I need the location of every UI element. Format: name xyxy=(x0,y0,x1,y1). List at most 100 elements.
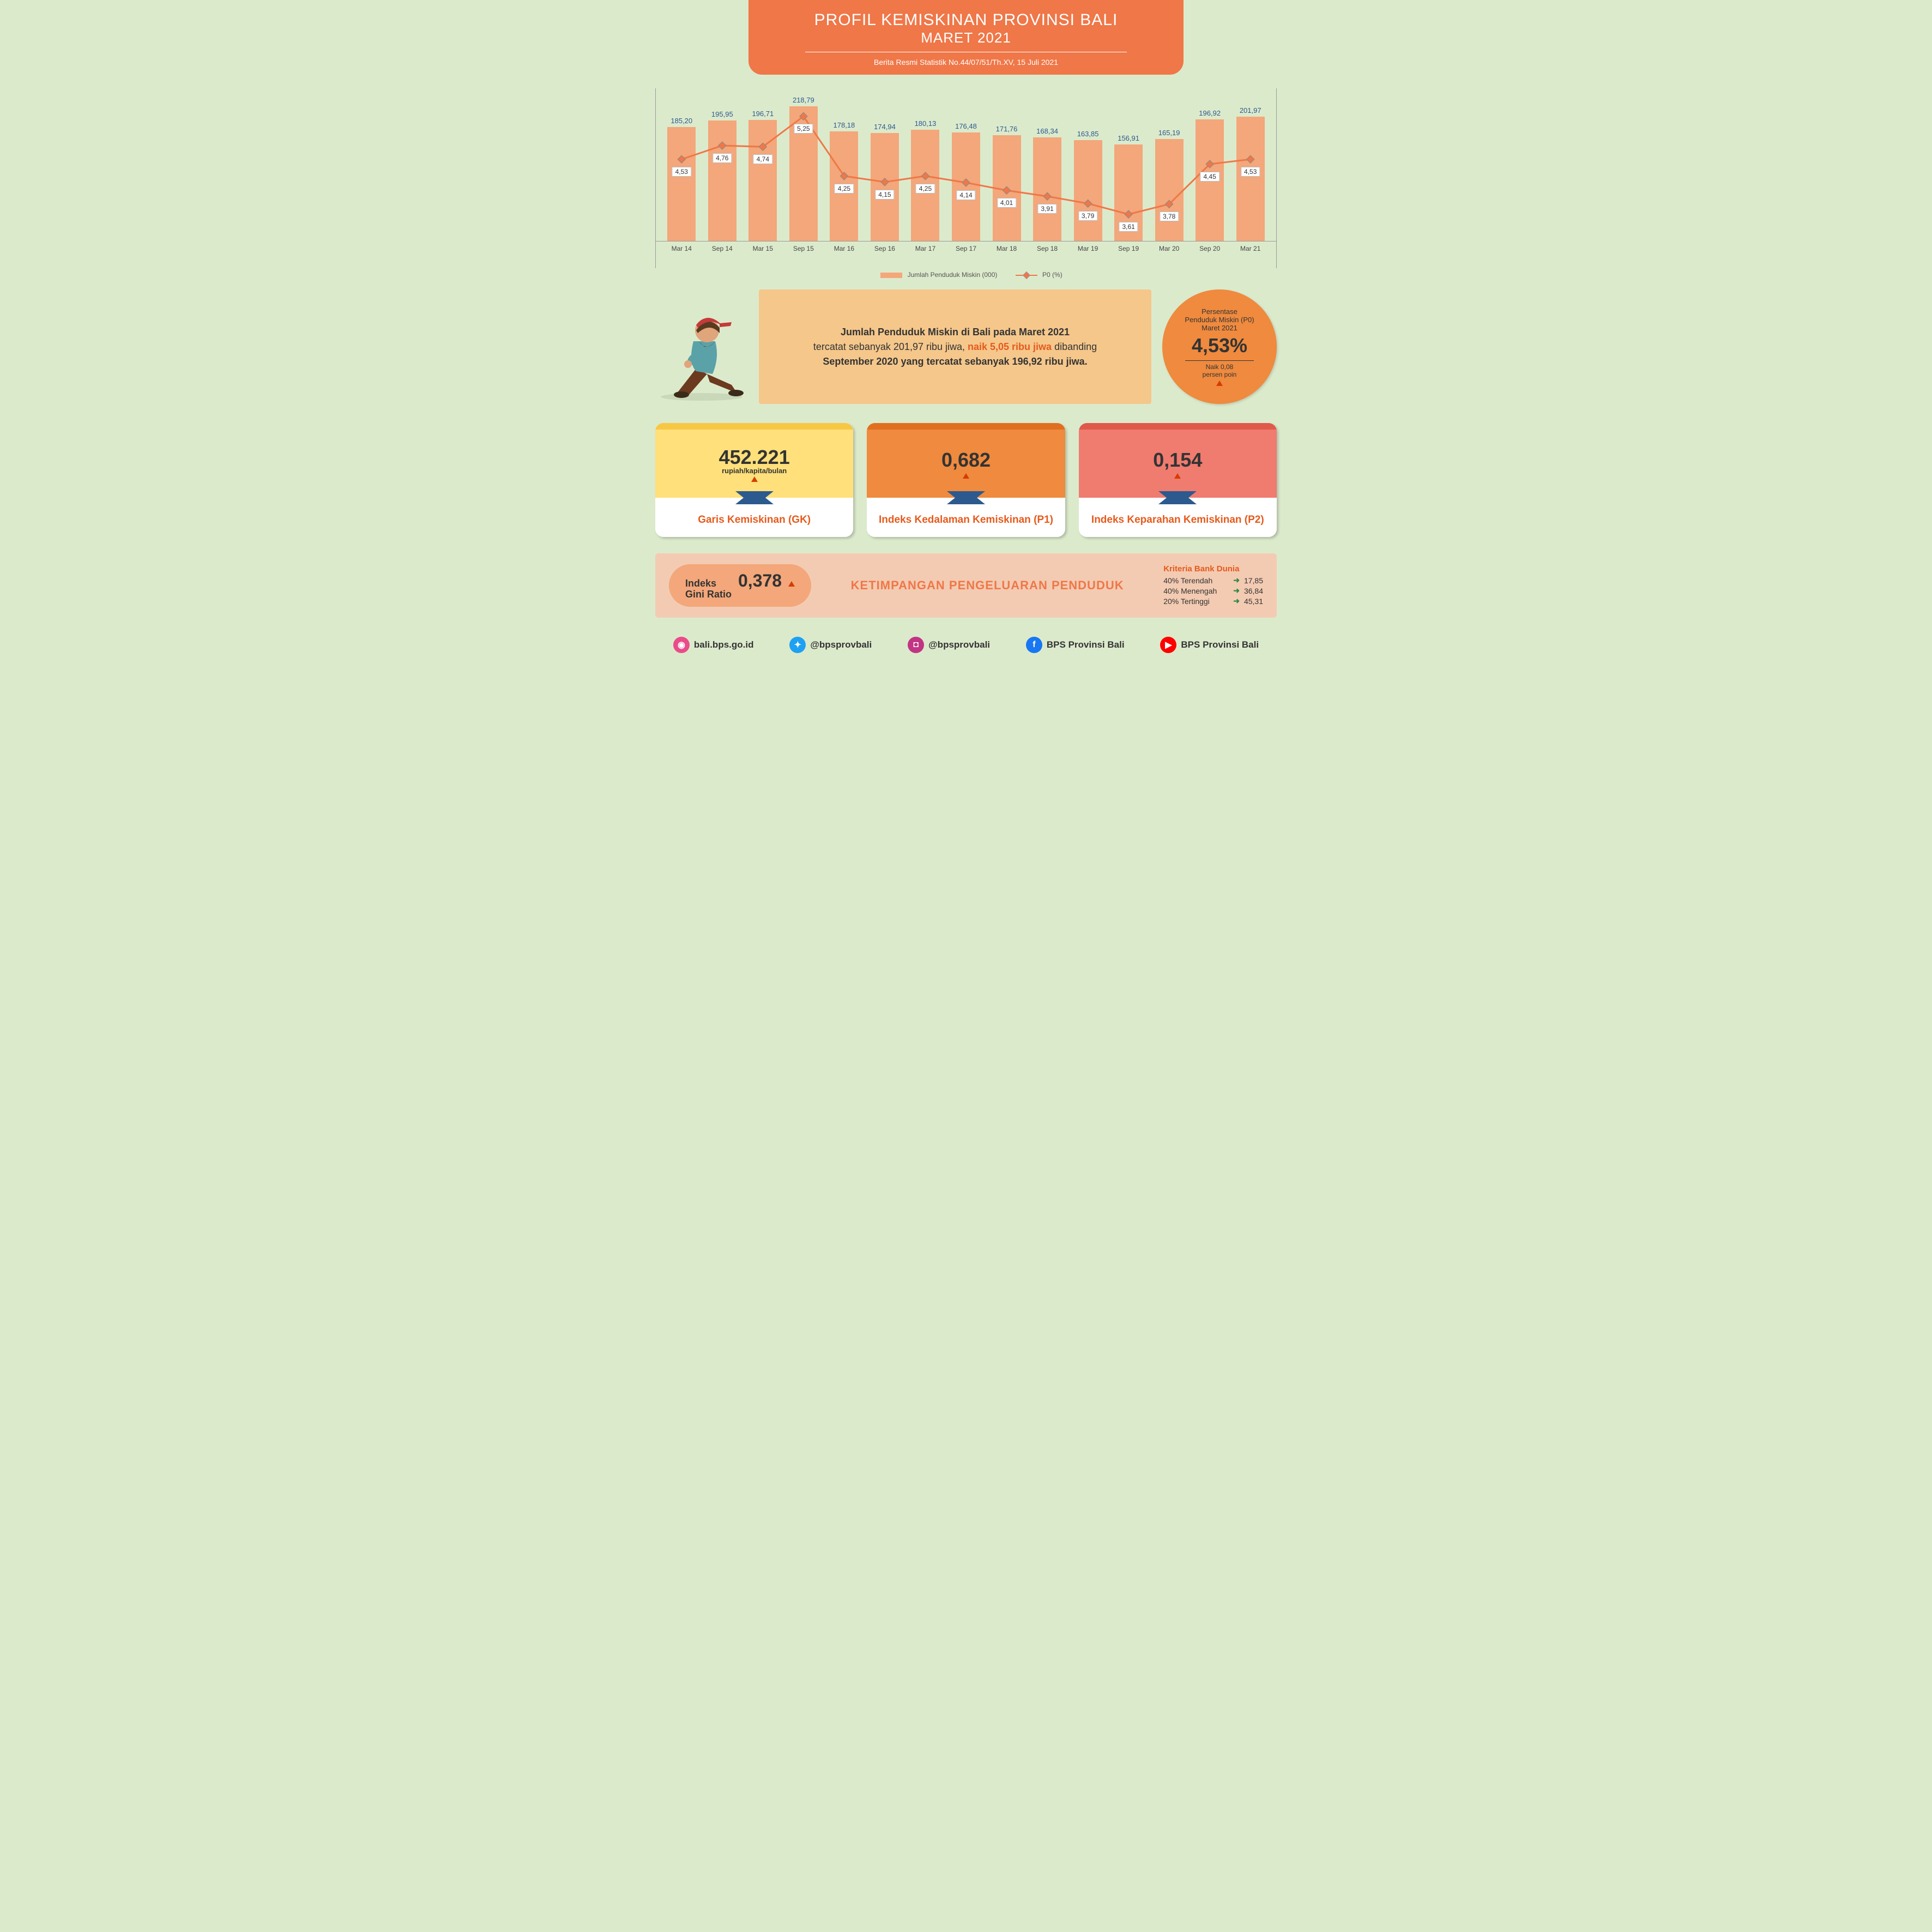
ribbon-icon xyxy=(947,491,985,504)
bar xyxy=(871,133,899,241)
bank-row: 20% Tertinggi ➜ 45,31 xyxy=(1163,596,1263,606)
social-label: BPS Provinsi Bali xyxy=(1181,639,1259,650)
x-tick-label: Mar 21 xyxy=(1230,245,1271,252)
twitter-icon: ✦ xyxy=(789,637,806,653)
p0-line1: Persentase xyxy=(1202,307,1237,316)
social-label: @bpsprovbali xyxy=(928,639,990,650)
summary-line2a: tercatat sebanyak 201,97 ribu jiwa, xyxy=(813,341,968,352)
bar xyxy=(1196,119,1224,241)
arrow-up-icon xyxy=(1216,381,1223,386)
legend-line-label: P0 (%) xyxy=(1042,271,1062,279)
bar-column: 196,71 xyxy=(742,110,783,241)
bar-value-label: 196,71 xyxy=(752,110,774,118)
bank-row-key: 40% Terendah xyxy=(1163,576,1229,585)
social-footer: ◉ bali.bps.go.id✦ @bpsprovbali◘ @bpsprov… xyxy=(655,631,1277,659)
bar-column: 174,94 xyxy=(865,123,905,241)
social-link[interactable]: f BPS Provinsi Bali xyxy=(1026,637,1125,653)
bar-column: 163,85 xyxy=(1067,130,1108,241)
bar xyxy=(830,131,858,241)
legend-swatch-line xyxy=(1016,275,1037,276)
bar-column: 201,97 xyxy=(1230,106,1271,241)
bar-value-label: 196,92 xyxy=(1199,109,1221,117)
x-tick-label: Mar 16 xyxy=(824,245,865,252)
arrow-up-icon xyxy=(963,473,969,479)
bar-column: 171,76 xyxy=(986,125,1027,241)
summary-text-box: Jumlah Penduduk Miskin di Bali pada Mare… xyxy=(759,289,1151,404)
bank-title: Kriteria Bank Dunia xyxy=(1163,564,1263,573)
infographic-page: PROFIL KEMISKINAN PROVINSI BALI MARET 20… xyxy=(644,0,1288,669)
bar-value-label: 171,76 xyxy=(996,125,1018,133)
bank-row-value: 45,31 xyxy=(1244,597,1263,606)
p0-value: 4,53% xyxy=(1192,334,1247,357)
bar xyxy=(1114,144,1143,241)
instagram-icon: ◘ xyxy=(908,637,924,653)
bar xyxy=(1074,140,1102,241)
indicator-card: 0,154 Indeks Keparahan Kemiskinan (P2) xyxy=(1079,423,1277,537)
social-link[interactable]: ▶ BPS Provinsi Bali xyxy=(1160,637,1259,653)
bar-value-label: 165,19 xyxy=(1158,129,1180,137)
bar xyxy=(1033,137,1061,241)
bar-value-label: 195,95 xyxy=(711,110,733,118)
legend-bar-label: Jumlah Penduduk Miskin (000) xyxy=(908,271,998,279)
bar-value-label: 156,91 xyxy=(1118,134,1139,142)
dribbble-icon: ◉ xyxy=(673,637,690,653)
summary-line2b: dibanding xyxy=(1054,341,1097,352)
header-banner: PROFIL KEMISKINAN PROVINSI BALI MARET 20… xyxy=(748,0,1184,75)
bar-column: 178,18 xyxy=(824,121,865,241)
x-tick-label: Mar 14 xyxy=(661,245,702,252)
p0-line3: Maret 2021 xyxy=(1202,324,1237,332)
p0-line2: Penduduk Miskin (P0) xyxy=(1185,316,1254,324)
legend-swatch-bar xyxy=(880,273,902,278)
x-tick-label: Sep 15 xyxy=(783,245,824,252)
bank-row: 40% Menengah ➜ 36,84 xyxy=(1163,586,1263,595)
ribbon-icon xyxy=(1158,491,1197,504)
card-value: 452.221 xyxy=(719,446,790,469)
card-unit: rupiah/kapita/bulan xyxy=(722,467,787,475)
card-value: 0,154 xyxy=(1153,449,1202,472)
world-bank-criteria: Kriteria Bank Dunia 40% Terendah ➜ 17,85… xyxy=(1163,564,1263,607)
indicator-cards: 452.221 rupiah/kapita/bulan Garis Kemisk… xyxy=(655,423,1277,537)
bar-column: 195,95 xyxy=(702,110,743,242)
x-tick-label: Sep 17 xyxy=(946,245,987,252)
bar-value-label: 201,97 xyxy=(1240,106,1261,114)
p0-delta2: persen poin xyxy=(1203,371,1237,378)
bar-value-label: 176,48 xyxy=(955,122,977,130)
indicator-card: 452.221 rupiah/kapita/bulan Garis Kemisk… xyxy=(655,423,853,537)
arrow-up-icon xyxy=(788,581,795,587)
bank-row-key: 40% Menengah xyxy=(1163,587,1229,595)
bar xyxy=(748,120,777,241)
bank-row-value: 36,84 xyxy=(1244,587,1263,595)
chart-legend: Jumlah Penduduk Miskin (000) P0 (%) xyxy=(655,271,1277,279)
social-link[interactable]: ◉ bali.bps.go.id xyxy=(673,637,754,653)
arrow-right-icon: ➜ xyxy=(1233,586,1240,595)
summary-line3: September 2020 yang tercatat sebanyak 19… xyxy=(823,356,1087,367)
ribbon-icon xyxy=(735,491,774,504)
social-label: @bpsprovbali xyxy=(810,639,872,650)
bar xyxy=(911,130,939,241)
social-label: bali.bps.go.id xyxy=(694,639,754,650)
x-tick-label: Mar 19 xyxy=(1067,245,1108,252)
x-tick-label: Sep 18 xyxy=(1027,245,1068,252)
poverty-chart: 185,20 195,95 196,71 218,79 178,18 174,9… xyxy=(655,88,1277,268)
x-tick-label: Mar 15 xyxy=(742,245,783,252)
header-subtitle: Berita Resmi Statistik No.44/07/51/Th.XV… xyxy=(765,58,1167,67)
summary-row: Jumlah Penduduk Miskin di Bali pada Mare… xyxy=(655,289,1277,404)
p0-delta1: Naik 0,08 xyxy=(1206,363,1234,371)
social-link[interactable]: ◘ @bpsprovbali xyxy=(908,637,990,653)
gini-label: IndeksGini Ratio xyxy=(685,578,732,600)
card-top: 0,682 xyxy=(867,430,1065,498)
facebook-icon: f xyxy=(1026,637,1042,653)
sitting-person-illustration xyxy=(655,303,748,404)
ketimpangan-title: KETIMPANGAN PENGELUARAN PENDUDUK xyxy=(825,578,1150,593)
bar-column: 156,91 xyxy=(1108,134,1149,241)
card-top: 452.221 rupiah/kapita/bulan xyxy=(655,430,853,498)
x-tick-label: Sep 16 xyxy=(865,245,905,252)
bar xyxy=(789,106,818,241)
bar xyxy=(708,120,736,242)
x-tick-label: Mar 20 xyxy=(1149,245,1190,252)
bar-value-label: 168,34 xyxy=(1036,127,1058,135)
bar xyxy=(1155,139,1184,241)
arrow-up-icon xyxy=(751,476,758,482)
social-link[interactable]: ✦ @bpsprovbali xyxy=(789,637,872,653)
p0-divider xyxy=(1185,360,1254,361)
